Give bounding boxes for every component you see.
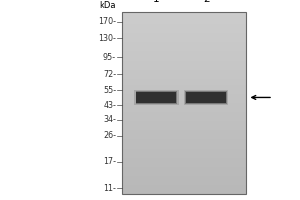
Bar: [122, 179, 246, 182]
Bar: [122, 161, 246, 164]
Bar: [122, 12, 246, 194]
Text: 1: 1: [153, 0, 160, 4]
Bar: [122, 124, 246, 127]
Bar: [122, 61, 246, 64]
Bar: [122, 48, 246, 51]
Bar: [122, 12, 246, 15]
Bar: [122, 121, 246, 124]
Bar: [122, 185, 246, 188]
Bar: [122, 155, 246, 158]
Bar: [122, 118, 246, 121]
Bar: [122, 112, 246, 115]
Bar: [122, 100, 246, 103]
Text: 43-: 43-: [103, 101, 116, 110]
Text: 17-: 17-: [103, 157, 116, 166]
Bar: [122, 97, 246, 100]
Bar: [122, 164, 246, 167]
Text: 130-: 130-: [98, 34, 116, 43]
Bar: [122, 73, 246, 76]
Bar: [185, 91, 227, 104]
Text: 95-: 95-: [103, 53, 116, 62]
Bar: [122, 145, 246, 148]
Bar: [122, 88, 246, 91]
Bar: [122, 45, 246, 48]
Bar: [122, 173, 246, 176]
Bar: [122, 130, 246, 133]
Bar: [122, 33, 246, 36]
Bar: [122, 70, 246, 73]
Text: 2: 2: [203, 0, 209, 4]
Bar: [122, 182, 246, 185]
Bar: [122, 106, 246, 109]
Text: 26-: 26-: [103, 131, 116, 140]
Bar: [122, 64, 246, 67]
Bar: [186, 92, 226, 103]
Bar: [122, 51, 246, 54]
Bar: [122, 42, 246, 45]
Bar: [136, 91, 177, 104]
Bar: [122, 58, 246, 61]
Bar: [122, 39, 246, 42]
Text: kDa: kDa: [100, 1, 116, 10]
Bar: [122, 54, 246, 58]
Bar: [122, 191, 246, 194]
Bar: [122, 94, 246, 97]
Bar: [184, 90, 229, 105]
Bar: [122, 148, 246, 152]
Bar: [122, 142, 246, 145]
Bar: [122, 36, 246, 39]
Text: 11-: 11-: [103, 184, 116, 193]
Bar: [122, 85, 246, 88]
Bar: [122, 136, 246, 139]
Bar: [122, 152, 246, 155]
Bar: [136, 92, 176, 103]
Bar: [122, 15, 246, 18]
Bar: [122, 127, 246, 130]
Bar: [122, 158, 246, 161]
Bar: [122, 167, 246, 170]
Text: 34-: 34-: [103, 115, 116, 124]
Bar: [122, 18, 246, 21]
Bar: [122, 176, 246, 179]
Bar: [122, 91, 246, 94]
Bar: [122, 139, 246, 142]
Bar: [122, 170, 246, 173]
Bar: [122, 115, 246, 118]
Bar: [122, 24, 246, 27]
Bar: [122, 188, 246, 191]
Bar: [122, 103, 246, 106]
Bar: [122, 30, 246, 33]
Bar: [122, 27, 246, 30]
Bar: [134, 90, 179, 105]
Bar: [122, 109, 246, 112]
Text: 72-: 72-: [103, 70, 116, 79]
Bar: [122, 67, 246, 70]
Text: 55-: 55-: [103, 86, 116, 95]
Bar: [122, 133, 246, 136]
Bar: [122, 82, 246, 85]
Bar: [122, 21, 246, 24]
Bar: [122, 79, 246, 82]
Bar: [122, 76, 246, 79]
Text: 170-: 170-: [98, 17, 116, 26]
